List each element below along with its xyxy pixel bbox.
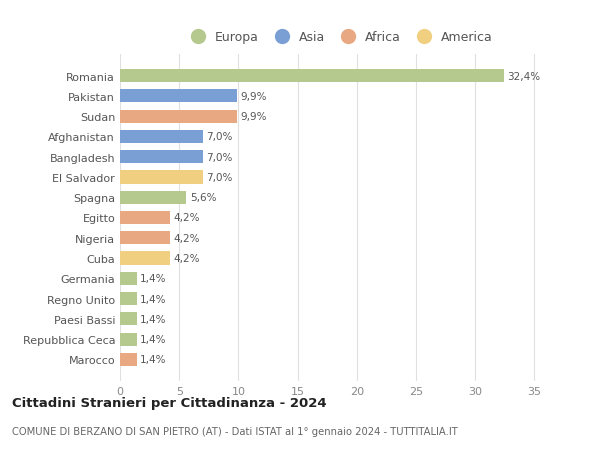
Text: 1,4%: 1,4% (140, 274, 167, 284)
Bar (120, 272, 137, 285)
Text: 1,4%: 1,4% (140, 334, 167, 344)
Bar (120, 130, 203, 144)
Text: 7,0%: 7,0% (206, 152, 233, 162)
Text: 1,4%: 1,4% (140, 355, 167, 364)
Bar (120, 252, 170, 265)
Text: 4,2%: 4,2% (173, 233, 200, 243)
Bar (120, 333, 137, 346)
Bar (120, 191, 186, 204)
Text: 7,0%: 7,0% (206, 173, 233, 183)
Text: 4,2%: 4,2% (173, 213, 200, 223)
Text: Cittadini Stranieri per Cittadinanza - 2024: Cittadini Stranieri per Cittadinanza - 2… (12, 396, 326, 409)
Bar (120, 110, 237, 123)
Text: 1,4%: 1,4% (140, 314, 167, 324)
Text: COMUNE DI BERZANO DI SAN PIETRO (AT) - Dati ISTAT al 1° gennaio 2024 - TUTTITALI: COMUNE DI BERZANO DI SAN PIETRO (AT) - D… (12, 426, 458, 436)
Text: 32,4%: 32,4% (507, 72, 540, 81)
Bar (120, 70, 503, 83)
Text: 9,9%: 9,9% (241, 112, 267, 122)
Text: 7,0%: 7,0% (206, 132, 233, 142)
Legend: Europa, Asia, Africa, America: Europa, Asia, Africa, America (182, 29, 496, 47)
Text: 5,6%: 5,6% (190, 193, 217, 203)
Bar (120, 292, 137, 306)
Bar (120, 171, 203, 184)
Bar (120, 232, 170, 245)
Bar (120, 212, 170, 224)
Text: 9,9%: 9,9% (241, 92, 267, 102)
Bar (120, 151, 203, 164)
Bar (120, 313, 137, 326)
Text: 1,4%: 1,4% (140, 294, 167, 304)
Text: 4,2%: 4,2% (173, 253, 200, 263)
Bar (120, 90, 237, 103)
Bar (120, 353, 137, 366)
